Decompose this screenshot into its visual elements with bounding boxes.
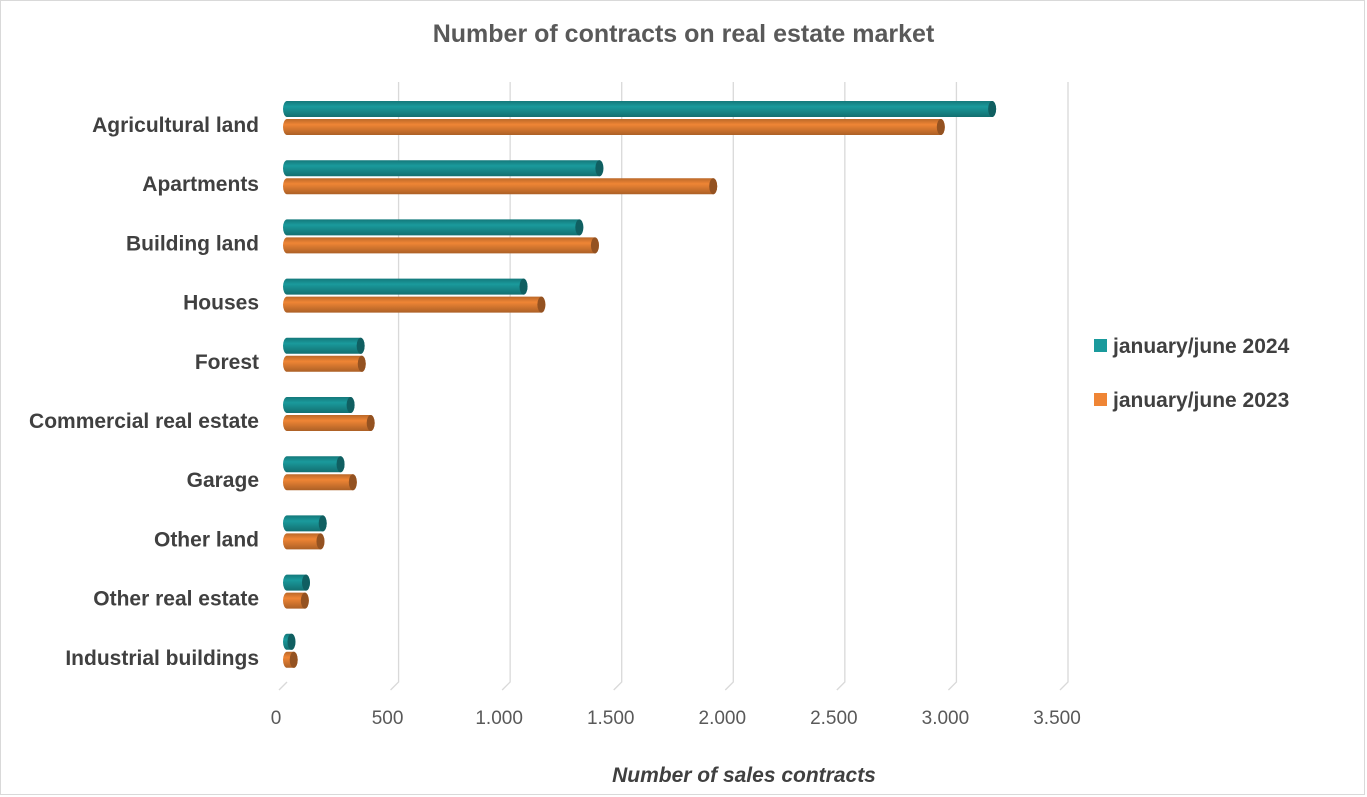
bar: [283, 237, 599, 254]
bar: [283, 355, 366, 372]
bar-end-cap: [537, 296, 546, 313]
x-tick-label: 2.500: [810, 708, 858, 729]
bar-end-cap: [318, 515, 327, 532]
bar: [283, 397, 355, 413]
category-label: Forest: [195, 351, 259, 374]
bar: [283, 296, 546, 313]
x-axis-title: Number of sales contracts: [612, 764, 876, 787]
bar-end-cap: [366, 415, 375, 431]
x-tick-label: 2.000: [699, 708, 747, 729]
legend-label: january/june 2024: [1112, 335, 1290, 358]
x-tick-label: 1.000: [475, 708, 523, 729]
bar-end-cap: [709, 178, 718, 195]
gridline: [947, 82, 958, 691]
bar-end-cap: [336, 456, 345, 473]
category-label: Agricultural land: [92, 114, 259, 137]
bar: [283, 337, 365, 354]
bar-end-cap: [575, 219, 584, 236]
category-label: Houses: [183, 292, 259, 315]
bar-end-cap: [348, 474, 357, 491]
bar: [283, 415, 375, 431]
gridline: [724, 82, 734, 691]
bar-end-cap: [519, 278, 528, 295]
bar: [283, 278, 528, 295]
gridline: [613, 82, 623, 691]
legend-swatch: [1094, 339, 1107, 352]
bar: [283, 160, 604, 177]
bar: [283, 119, 945, 135]
bar-end-cap: [346, 397, 355, 413]
bar-end-cap: [356, 337, 365, 354]
bar-end-cap: [287, 633, 296, 650]
bar-end-cap: [988, 101, 997, 117]
category-label: Industrial buildings: [65, 647, 259, 670]
bar: [283, 456, 345, 473]
x-tick-label: 3.000: [922, 708, 970, 729]
category-label: Commercial real estate: [29, 410, 259, 433]
axis-floor-edge: [278, 681, 288, 691]
bar-end-cap: [316, 533, 325, 550]
bar-end-cap: [936, 119, 945, 135]
bar-end-cap: [595, 160, 604, 177]
category-label: Other land: [154, 528, 259, 551]
bar: [283, 533, 325, 550]
bar: [283, 515, 327, 532]
bar: [283, 474, 357, 491]
chart-title: Number of contracts on real estate marke…: [432, 20, 935, 48]
bar-end-cap: [357, 355, 366, 372]
bar: [283, 178, 718, 195]
bar-end-cap: [301, 574, 310, 591]
legend-label: january/june 2023: [1112, 389, 1289, 412]
x-tick-label: 0: [271, 708, 282, 729]
bar-end-cap: [289, 651, 298, 668]
x-tick-label: 500: [372, 708, 404, 729]
category-label: Other real estate: [93, 588, 259, 611]
legend-swatch: [1094, 393, 1107, 406]
category-label: Building land: [126, 232, 259, 255]
bar: [283, 101, 997, 117]
category-label: Apartments: [142, 173, 259, 196]
x-tick-label: 3.500: [1033, 708, 1081, 729]
bar-end-cap: [300, 592, 309, 609]
bar-end-cap: [590, 237, 599, 254]
bar: [283, 219, 584, 236]
gridline: [836, 82, 846, 691]
x-tick-label: 1.500: [587, 708, 635, 729]
category-label: Garage: [187, 469, 259, 492]
gridline: [1059, 82, 1069, 691]
